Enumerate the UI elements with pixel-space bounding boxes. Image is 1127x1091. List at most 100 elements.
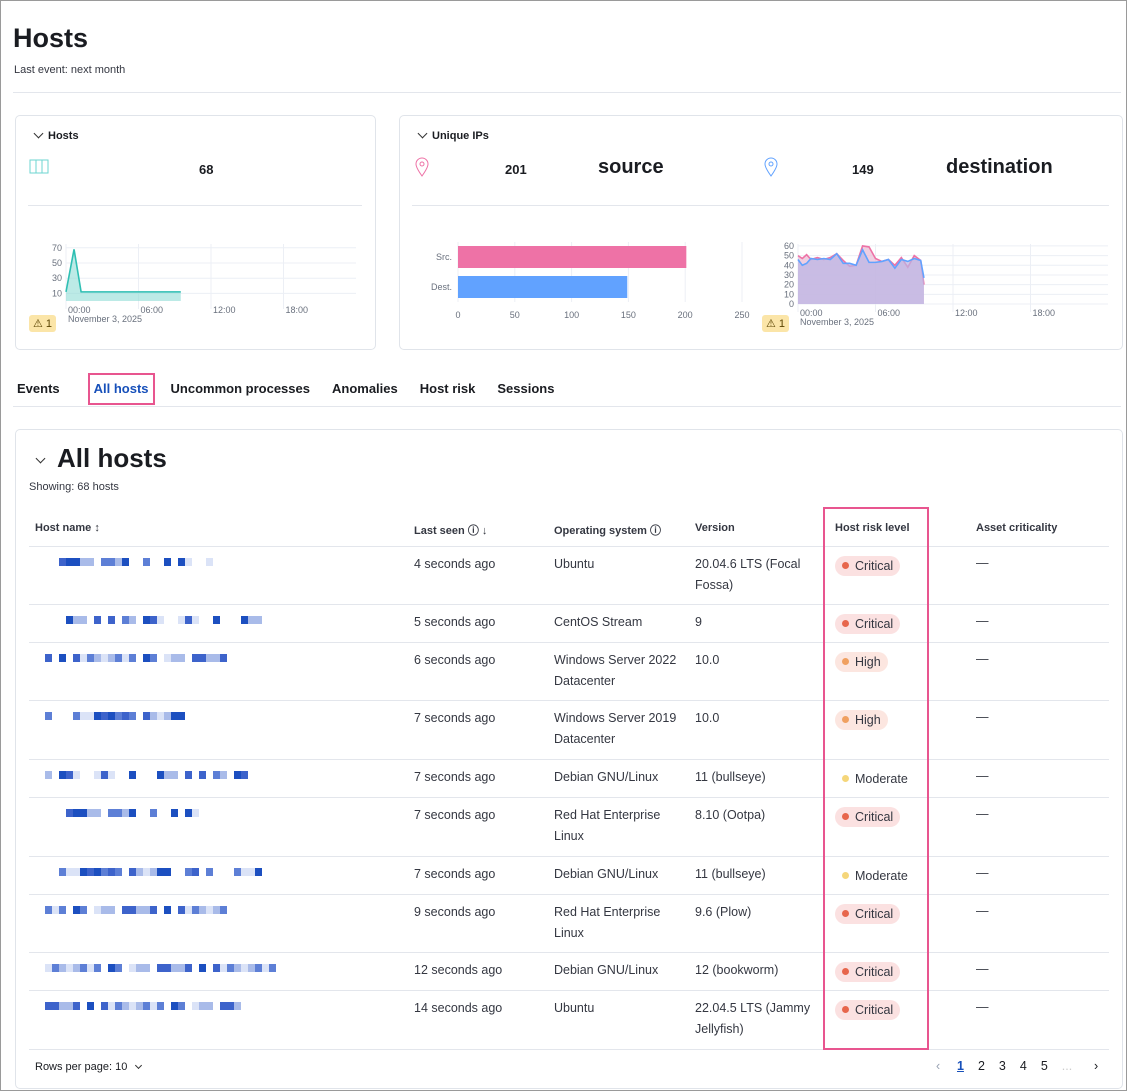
col-host-name[interactable]: Host name ↕ (35, 522, 100, 534)
warning-badge[interactable]: ⚠ 1 (29, 315, 57, 332)
last-seen: 12 seconds ago (414, 963, 503, 977)
last-event: Last event: next month (14, 64, 126, 76)
bar-dest (458, 276, 628, 298)
version: 9.6 (Plow) (695, 905, 752, 919)
y-tick-label: 60 (784, 241, 794, 251)
page-1-button[interactable]: 1 (957, 1059, 964, 1073)
col-label: Operating system (554, 525, 647, 537)
asset-criticality: — (976, 556, 989, 570)
page-5-button[interactable]: 5 (1040, 1059, 1048, 1073)
info-icon: ⓘ (649, 525, 661, 537)
host-name-link[interactable] (45, 964, 276, 974)
page-3-button[interactable]: 3 (998, 1059, 1006, 1073)
risk-dot-icon (842, 872, 849, 879)
version: 11 (bullseye) (695, 867, 766, 881)
risk-level: Critical (855, 616, 894, 631)
tab-all-hosts[interactable]: All hosts (87, 373, 155, 405)
host-name-link[interactable] (45, 712, 199, 722)
table-row: 7 seconds ago Debian GNU/Linux 11 (bullsey… (29, 856, 1109, 894)
risk-dot-icon (842, 968, 849, 975)
x-tick-label: 0 (455, 310, 460, 320)
hosts-chart: 00:00 06:00 12:00 18:00 10 30 50 70 November 3, … (52, 243, 356, 324)
asset-criticality: — (976, 904, 989, 918)
x-tick-label: 250 (734, 310, 749, 320)
table-row: 4 seconds ago Ubuntu 20.04.6 LTS (Focal Fo… (29, 546, 1109, 604)
y-tick-label: 40 (784, 260, 794, 270)
prev-page-button[interactable]: ‹ (936, 1059, 941, 1073)
host-name-link[interactable] (45, 558, 220, 568)
host-name-link[interactable] (45, 906, 227, 916)
hosts-card-toggle[interactable]: Hosts (33, 128, 79, 142)
operating-system: CentOS Stream (554, 615, 643, 629)
last-seen: 7 seconds ago (414, 808, 496, 822)
page-4-button[interactable]: 4 (1019, 1059, 1027, 1073)
risk-level: Critical (855, 1002, 894, 1017)
host-name-link[interactable] (45, 654, 234, 664)
destination-count: 149 (852, 162, 874, 177)
series-line (797, 247, 925, 279)
y-tick-label: 0 (789, 299, 794, 309)
risk-level: High (855, 712, 881, 727)
operating-system: Ubuntu (554, 1001, 595, 1015)
tab-sessions[interactable]: Sessions (497, 381, 555, 396)
x-tick-label: 18:00 (286, 305, 309, 315)
col-last-seen[interactable]: Last seen ⓘ ↓ (414, 522, 487, 538)
source-label: source (598, 156, 664, 178)
section-title: All hosts (57, 443, 167, 473)
y-tick-label: 30 (52, 273, 62, 283)
host-name-link[interactable] (45, 616, 269, 626)
warning-badge[interactable]: ⚠ 1 (762, 315, 790, 332)
col-label: Host name (35, 522, 92, 534)
unique-ips-title: Unique IPs (432, 130, 489, 142)
operating-system: Debian GNU/Linux (554, 963, 659, 977)
tab-uncommon-processes[interactable]: Uncommon processes (170, 381, 310, 396)
host-name-link[interactable] (45, 868, 262, 878)
risk-dot-icon (842, 910, 849, 917)
col-asset-criticality[interactable]: Asset criticality (976, 522, 1058, 534)
last-seen: 7 seconds ago (414, 770, 496, 784)
table-row: 7 seconds ago Red Hat Enterprise Linux 8.1… (29, 797, 1109, 856)
table-row: 12 seconds ago Debian GNU/Linux 12 (bookwo… (29, 952, 1109, 990)
x-tick-label: 12:00 (213, 305, 236, 315)
host-name-link[interactable] (45, 771, 248, 781)
rows-per-page[interactable]: Rows per page: 10 (35, 1061, 147, 1073)
sort-desc-icon: ↓ (481, 525, 488, 537)
risk-dot-icon (842, 562, 849, 569)
risk-badge: Critical (835, 999, 901, 1020)
tab-host-risk[interactable]: Host risk (419, 381, 476, 396)
risk-badge: Critical (835, 903, 901, 924)
risk-badge: High (835, 651, 888, 672)
showing-count: Showing: 68 hosts (29, 481, 119, 493)
col-os[interactable]: Operating system ⓘ (554, 522, 661, 538)
tab-anomalies[interactable]: Anomalies (331, 381, 398, 396)
x-tick-label: 06:00 (141, 305, 164, 315)
divider (13, 92, 1121, 93)
risk-level: Moderate (855, 771, 908, 786)
risk-badge: Moderate (835, 866, 915, 886)
table-row: 5 seconds ago CentOS Stream 9 Critical — (29, 604, 1109, 642)
col-host-risk[interactable]: Host risk level (835, 522, 910, 534)
host-name-link[interactable] (45, 1002, 241, 1012)
table-row: 7 seconds ago Windows Server 2019 Datacen… (29, 700, 1109, 759)
version: 8.10 (Ootpa) (695, 808, 766, 822)
host-name-link[interactable] (45, 809, 213, 819)
risk-badge: Critical (835, 961, 901, 982)
col-version[interactable]: Version (695, 522, 735, 534)
next-page-button[interactable]: › (1094, 1059, 1099, 1073)
x-tick-label: 150 (621, 310, 636, 320)
map-pin-icon (764, 157, 778, 177)
chevron-down-icon (417, 128, 428, 139)
page-title: Hosts (13, 23, 89, 53)
version: 10.0 (695, 711, 720, 725)
last-seen: 4 seconds ago (414, 557, 496, 571)
operating-system: Red Hat Enterprise Linux (554, 808, 661, 843)
risk-dot-icon (842, 813, 849, 820)
category-label: Src. (436, 252, 452, 262)
version: 10.0 (695, 653, 720, 667)
unique-ips-toggle[interactable]: Unique IPs (417, 128, 489, 142)
page-2-button[interactable]: 2 (977, 1059, 985, 1073)
tab-events[interactable]: Events (17, 381, 60, 396)
collapse-toggle[interactable] (35, 451, 47, 464)
last-seen: 5 seconds ago (414, 615, 496, 629)
category-label: Dest. (431, 282, 452, 292)
